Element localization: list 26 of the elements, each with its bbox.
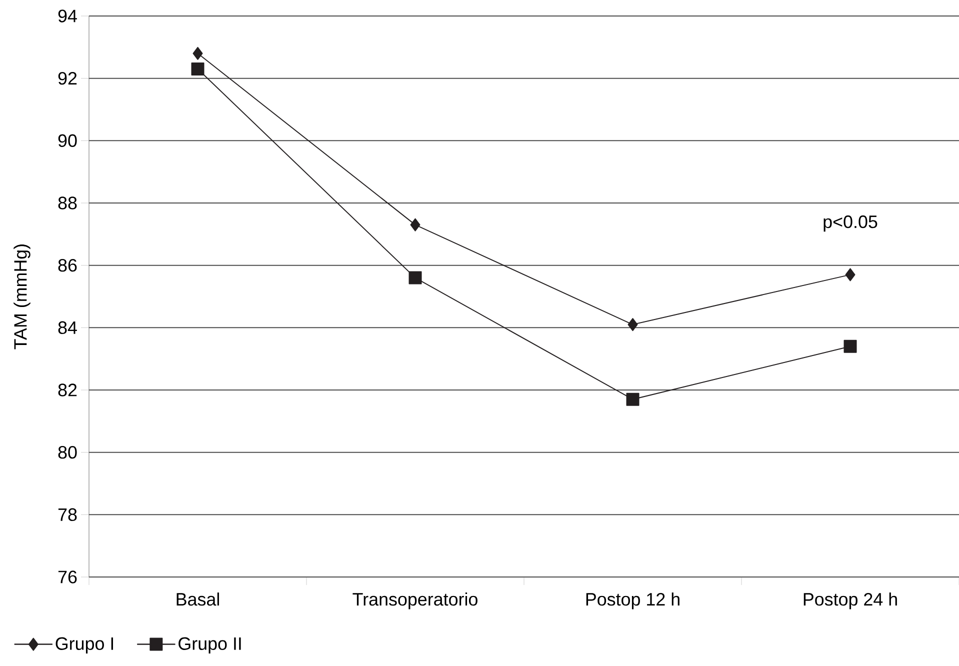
- point: [192, 46, 203, 60]
- point: [626, 392, 640, 406]
- y-tick-label: 86: [58, 258, 77, 272]
- x-tick-label: Transoperatorio: [352, 592, 478, 610]
- y-tick-label: 94: [58, 10, 77, 22]
- y-tick-label: 84: [58, 321, 77, 334]
- y-tick-label: 78: [58, 508, 77, 522]
- legend-label: Grupo II: [178, 637, 241, 654]
- y-tick-label: 90: [58, 134, 77, 148]
- point: [410, 218, 420, 232]
- y-tick-label: 82: [58, 384, 77, 396]
- point: [628, 318, 638, 332]
- x-tick-label: Basal: [176, 592, 219, 606]
- point: [408, 271, 422, 284]
- legend-label: Grupo I: [56, 637, 114, 654]
- y-tick-label: 76: [58, 570, 77, 584]
- x-tick-label: Postop 24 h: [804, 592, 897, 610]
- y-axis-title: TAM (mmHg): [14, 244, 30, 350]
- annotation: p<0.05: [824, 215, 878, 232]
- point: [191, 62, 204, 76]
- y-tick-label: 92: [58, 72, 77, 85]
- point: [844, 340, 857, 353]
- y-tick-label: 80: [58, 446, 77, 459]
- x-tick-label: Postop 12 h: [586, 592, 680, 610]
- y-tick-label: 88: [58, 196, 77, 210]
- point: [845, 268, 856, 282]
